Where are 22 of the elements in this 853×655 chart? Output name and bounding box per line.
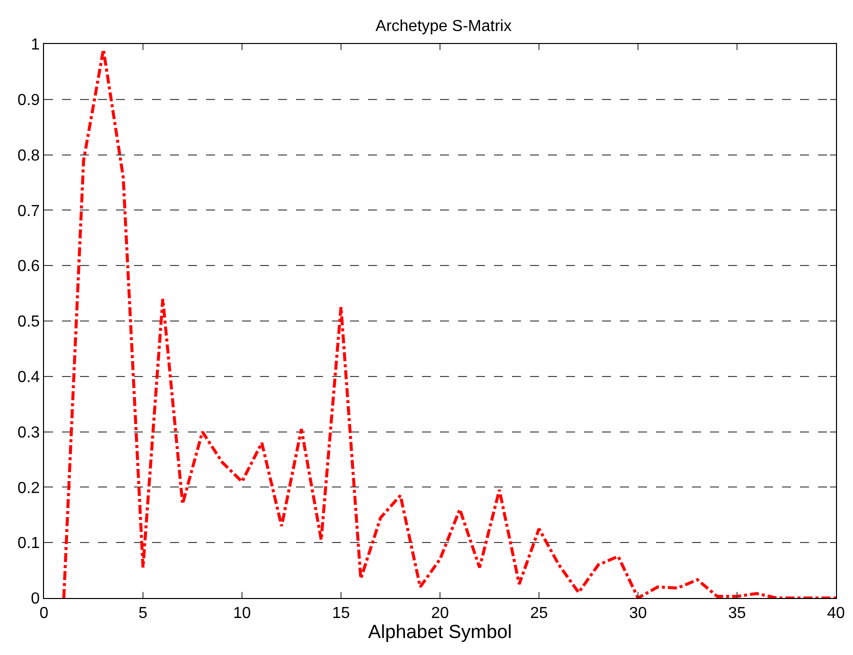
x-tick-label: 35: [728, 605, 746, 622]
y-tick-label: 0.4: [18, 369, 40, 386]
x-tick-label: 5: [138, 605, 148, 622]
y-tick-label: 0.8: [18, 147, 40, 164]
y-tick-label: 0: [30, 590, 40, 608]
y-tick-label: 0.7: [18, 202, 40, 220]
y-tick-label: 0.2: [18, 480, 40, 497]
y-tick-label: 0.3: [18, 424, 40, 442]
y-tick-label: 0.9: [18, 92, 40, 109]
x-tick-label: 10: [233, 605, 251, 622]
x-tick-label: 40: [827, 605, 845, 622]
y-tick-label: 0.6: [18, 258, 40, 276]
y-tick-label: 0.1: [18, 535, 40, 552]
x-tick-label: 20: [431, 605, 449, 622]
chart-title: Archetype S-Matrix: [376, 18, 512, 36]
x-tick-label: 30: [629, 605, 647, 622]
x-tick-label: 15: [332, 605, 350, 622]
y-tick-label: 0.5: [18, 314, 40, 331]
x-axis-title: Alphabet Symbol: [368, 622, 512, 644]
x-tick-label: 25: [530, 605, 548, 622]
y-tick-label: 1: [30, 36, 40, 54]
line-series: [62, 48, 836, 598]
